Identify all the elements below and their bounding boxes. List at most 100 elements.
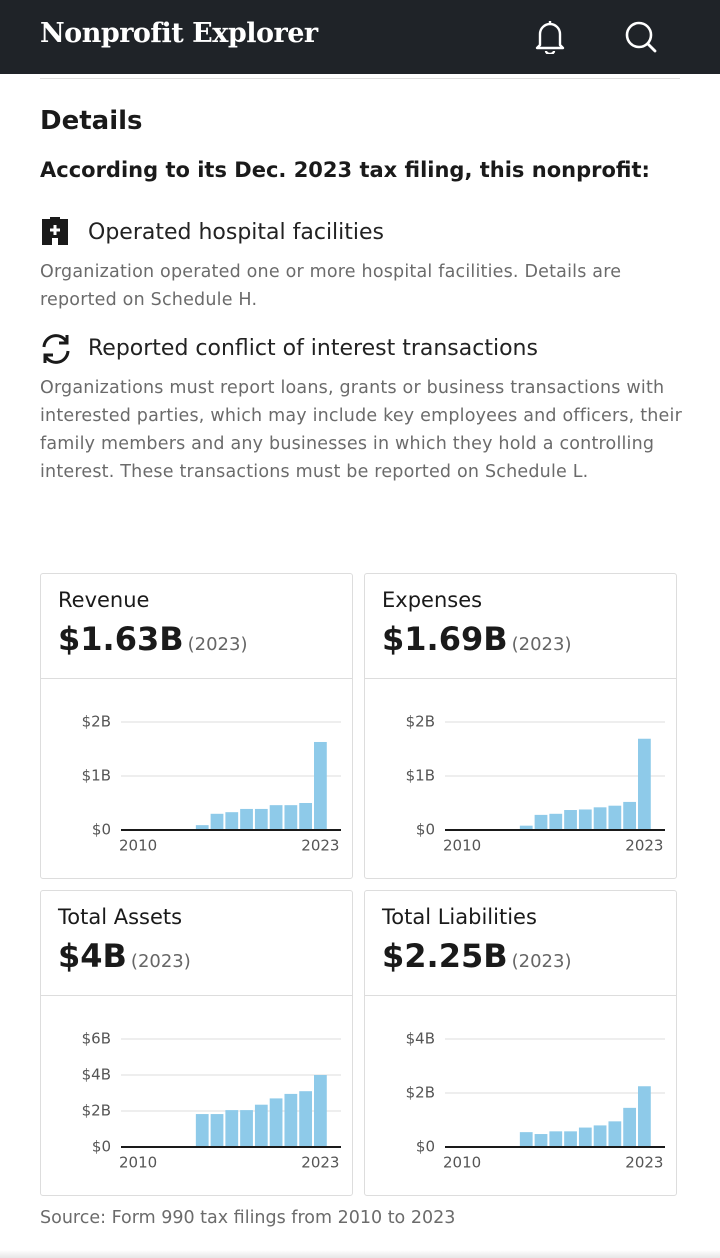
bar xyxy=(254,808,268,830)
bar xyxy=(269,805,283,830)
bar xyxy=(519,825,533,830)
bar xyxy=(608,1121,622,1147)
bar xyxy=(284,805,298,830)
bar xyxy=(623,1107,637,1147)
item-title: Operated hospital facilities xyxy=(88,220,385,245)
card-header: Total Liabilities $2.25B (2023) xyxy=(365,891,676,996)
y-tick-label: $6B xyxy=(82,1030,111,1048)
x-tick-label: 2010 xyxy=(443,1154,481,1172)
bar xyxy=(608,805,622,830)
card-title: Expenses xyxy=(382,588,483,612)
bar xyxy=(210,1114,224,1147)
separator xyxy=(40,78,680,79)
bar xyxy=(314,741,327,830)
bar xyxy=(225,812,239,830)
headline-number: $4B xyxy=(58,937,127,975)
headline-year: (2023) xyxy=(511,634,572,655)
brand[interactable]: Nonprofit Explorer xyxy=(40,18,318,49)
y-tick-label: $4B xyxy=(82,1066,111,1084)
bar xyxy=(195,825,209,830)
headline-year: (2023) xyxy=(511,951,572,972)
chart-card: Expenses $1.69B (2023) $0 $1B $2B 2010 2023 xyxy=(364,573,677,879)
bar xyxy=(638,738,651,830)
hospital-icon xyxy=(42,217,68,245)
bar xyxy=(225,1110,239,1147)
card-title: Total Assets xyxy=(58,905,183,929)
notifications-icon[interactable] xyxy=(534,20,566,54)
x-tick-label: 2023 xyxy=(625,837,663,855)
bar xyxy=(593,1125,607,1147)
chart-card: Revenue $1.63B (2023) $0 $1B $2B 2010 2023 xyxy=(40,573,353,879)
item-text: Organization operated one or more hospit… xyxy=(40,262,622,310)
bar xyxy=(284,1093,298,1147)
x-tick-label: 2023 xyxy=(625,1154,663,1172)
bar xyxy=(299,803,313,830)
bar xyxy=(314,1075,327,1147)
bar xyxy=(638,1086,651,1147)
bar xyxy=(534,814,548,830)
headline-value: $4B (2023) xyxy=(58,937,191,975)
bar xyxy=(210,813,224,830)
headline-number: $1.69B xyxy=(382,620,508,658)
bar xyxy=(195,1114,209,1147)
bar xyxy=(623,801,637,830)
y-tick-label: $2B xyxy=(82,1102,111,1120)
source: Source: Form 990 tax filings from 2010 t… xyxy=(40,1208,456,1228)
bar xyxy=(254,1104,268,1147)
card-header: Total Assets $4B (2023) xyxy=(41,891,352,996)
bar xyxy=(240,808,253,830)
item-title: Reported conflict of interest transactio… xyxy=(88,336,538,361)
bar xyxy=(519,1132,533,1147)
x-tick-label: 2010 xyxy=(443,837,481,855)
y-tick-label: $0 xyxy=(416,821,435,839)
chart-card: Total Assets $4B (2023) $0 $2B $4B $6B 2010 2023 xyxy=(40,890,353,1196)
y-tick-label: $1B xyxy=(82,767,111,785)
bar xyxy=(564,810,577,830)
top-bar: Nonprofit Explorer xyxy=(0,0,720,74)
x-tick-label: 2023 xyxy=(301,837,339,855)
y-tick-label: $2B xyxy=(406,1084,435,1102)
bar xyxy=(240,1110,253,1147)
bar-chart: $0 $1B $2B 2010 2023 xyxy=(406,713,665,855)
bar-chart: $0 $2B $4B $6B 2010 2023 xyxy=(82,1030,341,1172)
bar xyxy=(549,1131,563,1147)
bar xyxy=(534,1134,548,1147)
search-icon[interactable] xyxy=(624,20,658,54)
scroll-shade xyxy=(0,1250,720,1258)
bar xyxy=(299,1091,313,1147)
headline-value: $2.25B (2023) xyxy=(382,937,571,975)
bar xyxy=(269,1098,283,1147)
y-tick-label: $0 xyxy=(92,1138,111,1156)
chart-card: Total Liabilities $2.25B (2023) $0 $2B $4B 201… xyxy=(364,890,677,1196)
y-tick-label: $1B xyxy=(406,767,435,785)
intro: According to its Dec. 2023 tax filing, t… xyxy=(40,158,650,182)
bar-chart: $0 $1B $2B 2010 2023 xyxy=(82,713,341,855)
bar xyxy=(549,813,563,830)
item-text: Organizations must report loans, grants … xyxy=(40,378,682,482)
card-header: Revenue $1.63B (2023) xyxy=(41,574,352,679)
headline-year: (2023) xyxy=(187,634,248,655)
card-title: Total Liabilities xyxy=(382,905,537,929)
x-tick-label: 2010 xyxy=(119,837,157,855)
bar xyxy=(578,809,592,830)
headline-value: $1.69B (2023) xyxy=(382,620,571,658)
card-title: Revenue xyxy=(58,588,150,612)
headline-year: (2023) xyxy=(130,951,191,972)
x-tick-label: 2023 xyxy=(301,1154,339,1172)
section-title: Details xyxy=(40,106,143,136)
y-tick-label: $0 xyxy=(92,821,111,839)
y-tick-label: $2B xyxy=(406,713,435,731)
bar xyxy=(564,1131,577,1147)
headline-number: $2.25B xyxy=(382,937,508,975)
bar xyxy=(593,807,607,830)
refresh-icon xyxy=(42,334,70,364)
y-tick-label: $2B xyxy=(82,713,111,731)
bar xyxy=(578,1127,592,1147)
headline-value: $1.63B (2023) xyxy=(58,620,247,658)
bar-chart: $0 $2B $4B 2010 2023 xyxy=(406,1030,665,1172)
x-tick-label: 2010 xyxy=(119,1154,157,1172)
y-tick-label: $0 xyxy=(416,1138,435,1156)
card-header: Expenses $1.69B (2023) xyxy=(365,574,676,679)
headline-number: $1.63B xyxy=(58,620,184,658)
